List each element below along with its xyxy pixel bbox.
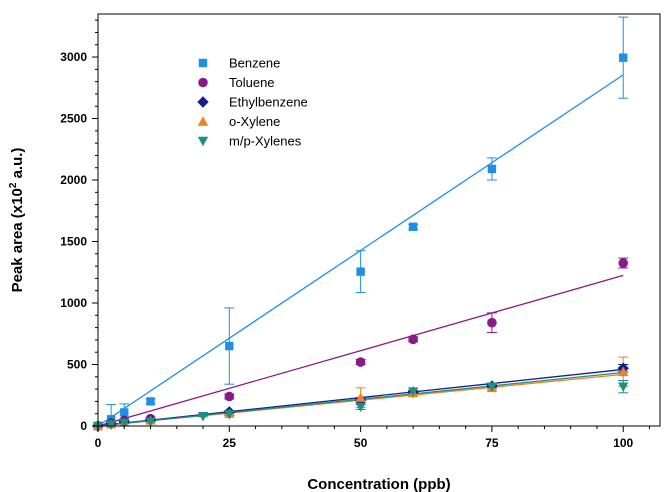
point-benzene [356, 267, 365, 276]
point-toluene [224, 391, 235, 402]
point-m-p-xylenes [197, 411, 209, 422]
point-m-p-xylenes [145, 417, 156, 427]
y-tick-label: 3000 [60, 50, 87, 64]
x-tick-label: 0 [95, 436, 102, 450]
data-points [92, 53, 629, 432]
point-m-p-xylenes [486, 382, 498, 392]
y-tick-label: 0 [80, 419, 87, 433]
legend-marker-ethylbenzene [197, 96, 209, 108]
y-axis-title-main: Peak area (x10 [9, 188, 26, 292]
point-m-p-xylenes [224, 410, 235, 420]
legend-label-o-xylene: o-Xylene [229, 114, 280, 129]
legend-marker-o-xylene [197, 116, 209, 126]
legend-label-m-p-xylenes: m/p-Xylenes [229, 134, 302, 149]
point-toluene [618, 258, 629, 268]
y-tick-label: 2500 [60, 112, 87, 126]
fit-line-toluene [97, 274, 624, 427]
x-tick-label: 25 [223, 436, 237, 450]
point-m-p-xylenes [407, 387, 419, 397]
point-o-xylene [355, 392, 366, 402]
legend-marker-benzene [198, 58, 208, 68]
point-toluene [487, 317, 497, 328]
legend-marker-m-p-xylenes [197, 136, 209, 147]
point-m-p-xylenes [618, 382, 629, 392]
point-o-xylene [618, 366, 629, 377]
plot-frame [97, 13, 661, 427]
point-benzene [146, 397, 155, 406]
point-benzene [487, 164, 497, 174]
x-tick-label: 50 [354, 436, 368, 450]
y-axis-title: Peak area (x102 a.u.) [8, 148, 26, 293]
x-tick-label: 100 [613, 436, 633, 450]
point-toluene [408, 334, 418, 345]
y-tick-label: 1000 [60, 296, 87, 310]
x-tick-label: 75 [485, 436, 499, 450]
point-benzene [408, 222, 418, 231]
point-m-p-xylenes [355, 402, 366, 413]
legend-label-benzene: Benzene [229, 56, 280, 71]
legend-label-toluene: Toluene [229, 75, 275, 90]
point-benzene [120, 408, 129, 417]
y-tick-label: 500 [67, 358, 87, 372]
point-m-p-xylenes [105, 420, 117, 430]
legend-marker-toluene [198, 77, 208, 88]
point-benzene [225, 341, 234, 351]
x-axis-title: Concentration (ppb) [307, 476, 450, 492]
y-axis-title-sup: 2 [8, 182, 19, 188]
y-tick-label: 1500 [60, 235, 87, 249]
y-axis-title-suffix: a.u.) [9, 148, 26, 183]
point-m-p-xylenes [119, 418, 130, 429]
y-tick-label: 2000 [60, 173, 87, 187]
legend: Benzene Toluene Ethylbenzene o-Xylene m/p-Xy… [197, 56, 308, 149]
error-bars [106, 16, 629, 427]
point-benzene [619, 53, 628, 62]
point-toluene [355, 357, 366, 367]
legend-label-ethylbenzene: Ethylbenzene [229, 95, 308, 110]
